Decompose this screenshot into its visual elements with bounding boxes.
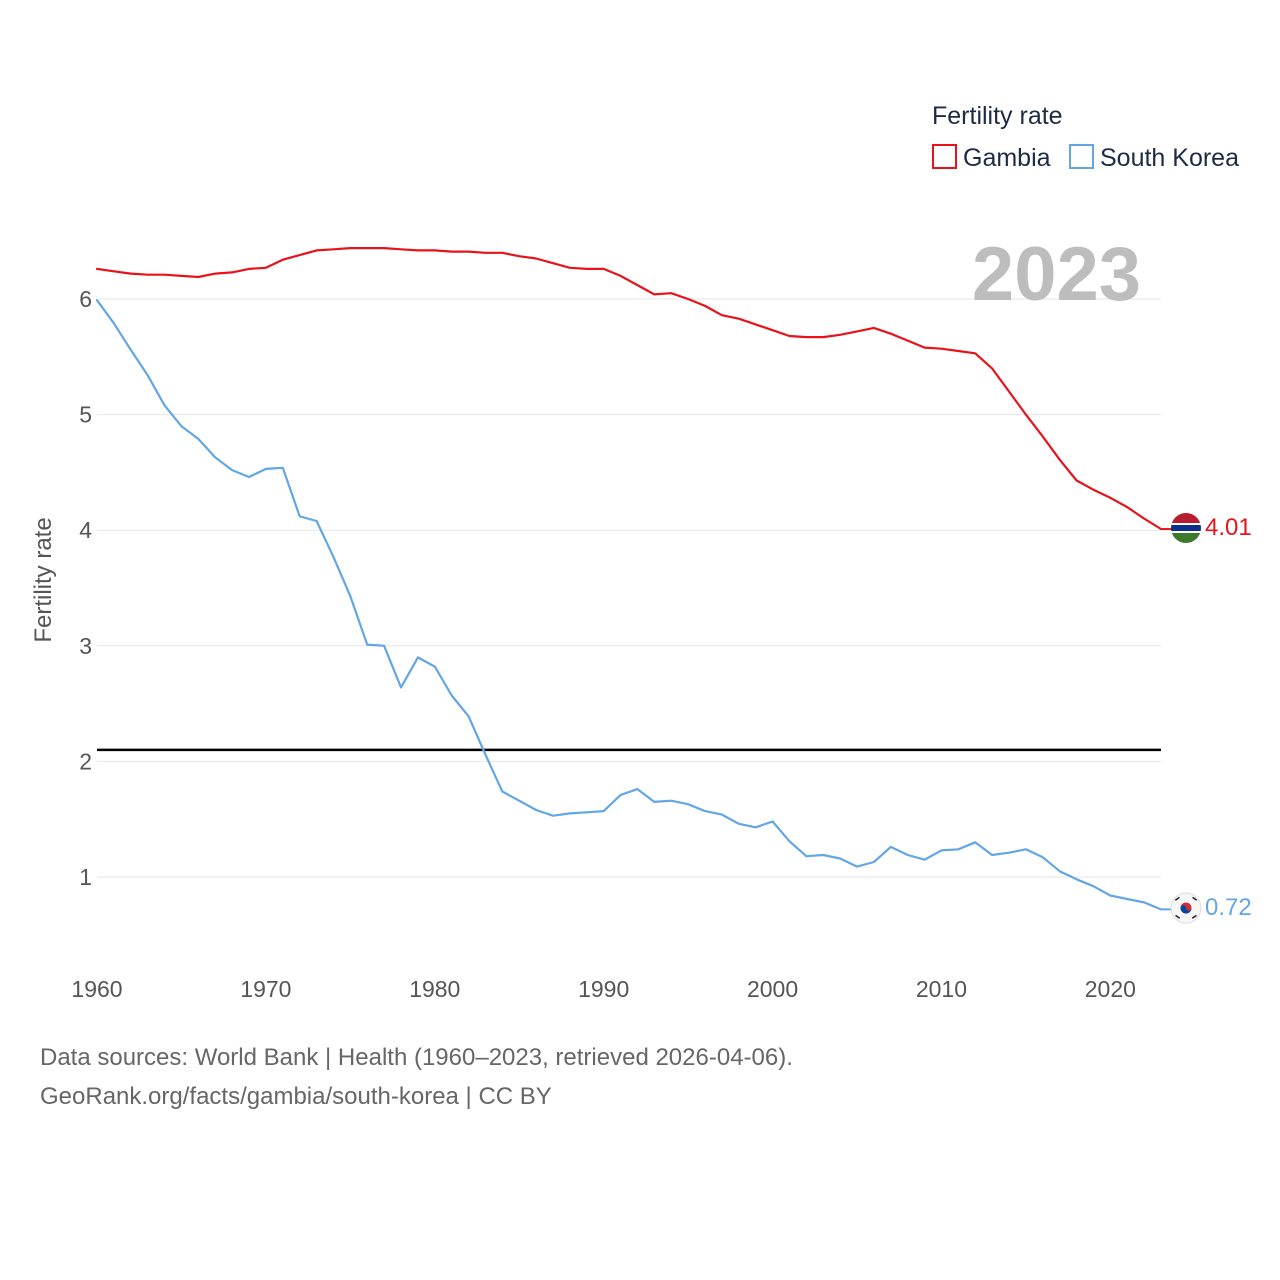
y-tick-label: 4: [79, 517, 92, 543]
legend-item-gambia[interactable]: Gambia: [932, 144, 1051, 172]
series-lines: [95, 247, 1172, 911]
end-markers: 4.01 0.72: [1170, 513, 1252, 924]
y-tick-label: 6: [79, 286, 92, 312]
attribution-link[interactable]: GeoRank.org/facts/gambia/south-korea | C…: [40, 1083, 552, 1110]
end-label-gambia: 4.01: [1205, 514, 1252, 541]
end-label-south-korea: 0.72: [1205, 894, 1252, 921]
x-tick-label: 1970: [240, 976, 291, 1002]
legend-label-south-korea[interactable]: South Korea: [1100, 144, 1239, 172]
legend-swatch-south-korea[interactable]: [1069, 144, 1094, 169]
x-tick-label: 1990: [578, 976, 629, 1002]
y-tick-label: 3: [79, 633, 92, 659]
y-tick-label: 2: [79, 748, 92, 774]
grid-lines: [97, 298, 1161, 878]
south-korea-flag-icon: [1170, 892, 1202, 924]
x-tick-label: 2010: [916, 976, 967, 1002]
y-axis-title: Fertility rate: [30, 517, 57, 642]
legend: Fertility rate Gambia South Korea: [932, 102, 1239, 172]
legend-swatch-gambia[interactable]: [932, 144, 957, 169]
x-tick-label: 2000: [747, 976, 798, 1002]
x-tick-label: 1980: [409, 976, 460, 1002]
x-tick-label: 2020: [1085, 976, 1136, 1002]
gambia-flag-icon: [1171, 513, 1201, 543]
axis-labels: 1 2 3 4 5 6 1960 1970 1980 1990 2000 2010 2020: [71, 286, 1136, 1002]
series-line-south-korea[interactable]: [95, 299, 1163, 911]
current-year-label: 2023: [972, 232, 1141, 317]
legend-item-south-korea[interactable]: South Korea: [1069, 144, 1239, 172]
series-line-gambia[interactable]: [95, 247, 1163, 531]
y-tick-label: 5: [79, 402, 92, 428]
x-tick-label: 1960: [71, 976, 122, 1002]
y-tick-label: 1: [79, 864, 92, 890]
data-source-note: Data sources: World Bank | Health (1960–…: [40, 1044, 793, 1071]
legend-label-gambia[interactable]: Gambia: [963, 144, 1051, 172]
legend-title[interactable]: Fertility rate: [932, 102, 1063, 130]
